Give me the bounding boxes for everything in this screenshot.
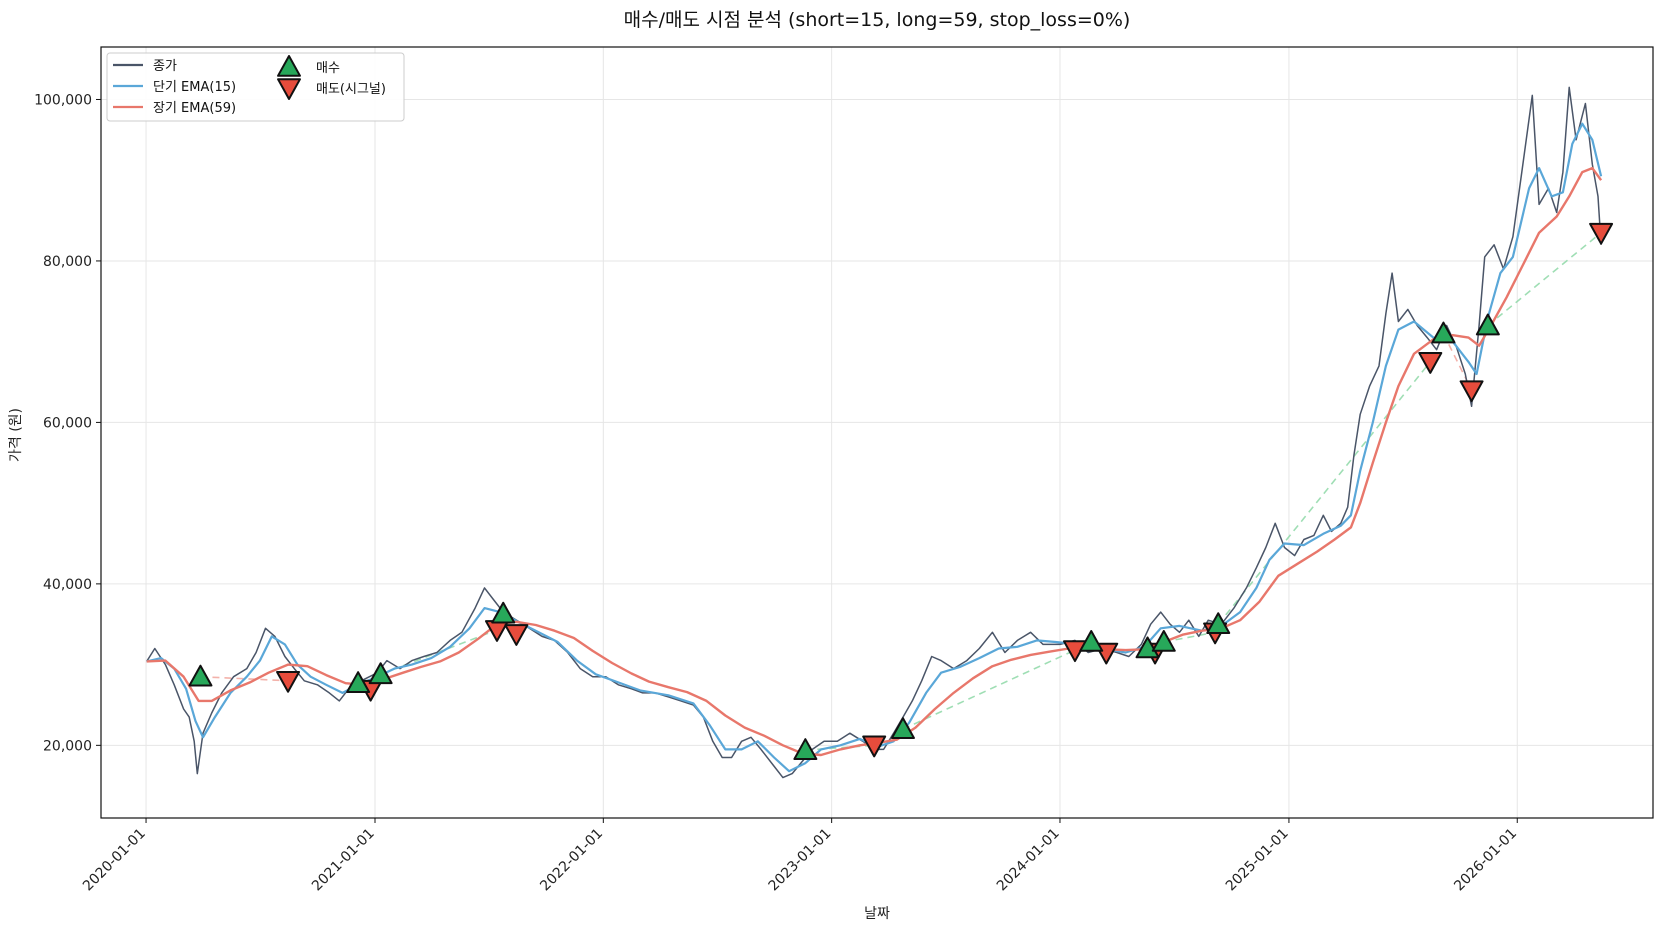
- sell-marker: [1418, 352, 1443, 374]
- legend-label-ema_short: 단기 EMA(15): [153, 80, 236, 95]
- legend-box: [106, 52, 405, 122]
- ema-short-line: [146, 122, 1603, 773]
- buy-marker: [188, 664, 213, 687]
- trade-line: [380, 629, 498, 676]
- chart-title: 매수/매도 시점 분석 (short=15, long=59, stop_los…: [624, 9, 1131, 31]
- buy-marker: [793, 738, 818, 760]
- buy-marker: [1431, 321, 1456, 344]
- y-tick-label: 100,000: [34, 92, 92, 108]
- buy-marker: [1151, 630, 1176, 652]
- sell-marker: [1459, 380, 1484, 403]
- x-tick-label: 2025-01-01: [1223, 826, 1292, 895]
- trade-line: [1487, 232, 1602, 327]
- ema-long-line: [146, 166, 1603, 757]
- y-tick-label: 20,000: [43, 738, 92, 754]
- y-axis-ticks: 20,000 40,000 60,000 80,000 100,000: [34, 92, 101, 754]
- x-tick-label: 2022-01-01: [537, 826, 606, 895]
- y-axis-label: 가격 (원): [8, 408, 24, 462]
- legend-label-ema_long: 장기 EMA(59): [153, 101, 236, 116]
- legend-swatch-sell: [277, 78, 301, 100]
- sell-marker: [862, 735, 887, 758]
- x-tick-label: 2024-01-01: [994, 826, 1063, 895]
- legend-label-buy: 매수: [316, 61, 340, 76]
- x-tick-label: 2020-01-01: [80, 826, 149, 895]
- trade-line: [1163, 631, 1216, 643]
- buy-marker: [1135, 636, 1160, 659]
- trade-line: [902, 649, 1076, 730]
- buy-marker: [346, 671, 371, 693]
- close-price-line: [146, 86, 1602, 779]
- trade-line: [200, 675, 289, 682]
- y-tick-label: 60,000: [43, 415, 92, 431]
- plot-frame: [100, 46, 1654, 819]
- legend-swatch-buy: [277, 55, 301, 77]
- sell-marker: [504, 624, 529, 646]
- legend-label-sell: 매도(시그널): [316, 82, 386, 97]
- trade-lines: [200, 232, 1602, 751]
- buy-marker: [890, 717, 915, 739]
- trade-line: [1217, 361, 1431, 625]
- x-axis-label: 날짜: [864, 906, 890, 922]
- grid-lines: [101, 47, 1653, 818]
- buy-marker: [368, 662, 393, 685]
- x-tick-label: 2021-01-01: [309, 826, 378, 895]
- series-lines: [146, 86, 1603, 779]
- y-tick-label: 80,000: [43, 254, 92, 270]
- signal-markers: [188, 222, 1614, 760]
- x-tick-label: 2026-01-01: [1451, 826, 1520, 895]
- y-tick-label: 40,000: [43, 577, 92, 593]
- x-tick-label: 2023-01-01: [766, 826, 835, 895]
- buy-marker: [1079, 630, 1104, 652]
- buy-marker: [491, 601, 516, 624]
- buy-marker: [1475, 313, 1500, 336]
- sell-marker: [276, 670, 301, 693]
- legend-label-close: 종가: [153, 59, 177, 74]
- sell-marker: [1589, 222, 1614, 245]
- buy-marker: [1206, 612, 1231, 635]
- x-axis-ticks: 2020-01-01 2021-01-01 2022-01-01 2023-01-01…: [80, 818, 1520, 894]
